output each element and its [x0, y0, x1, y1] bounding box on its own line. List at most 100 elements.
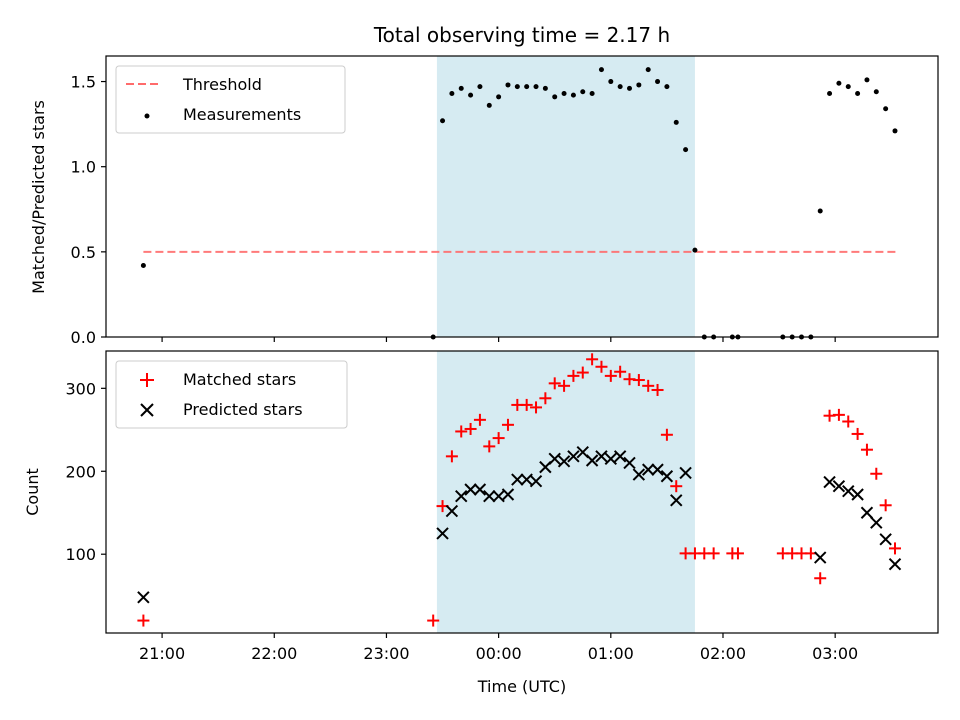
predicted-star-point: [613, 450, 627, 463]
x-tick-label: 00:00: [476, 644, 522, 663]
x-stroke: [473, 483, 487, 496]
top-axes: 0.0 0.5 1.0 1.5 Matched/Predicted stars Thr…: [29, 55, 939, 347]
matched-star-point: [670, 480, 683, 493]
x-stroke: [851, 488, 864, 501]
x-tick-label: 22:00: [251, 644, 297, 663]
matched-star-point: [731, 547, 744, 560]
measurement-point: [580, 89, 586, 95]
predicted-star-point: [651, 463, 664, 476]
bottom-axes: 100 200 300 21:00 22:00 23:00 00:00 01:00 02:00…: [23, 350, 939, 696]
x-stroke: [842, 484, 855, 498]
measurement-point: [873, 89, 879, 95]
predicted-star-point: [814, 551, 827, 564]
measurement-point: [598, 67, 604, 73]
x-stroke: [879, 533, 892, 546]
matched-star-point: [576, 366, 589, 379]
bottom-shaded-region: [436, 351, 695, 633]
predicted-star-point: [585, 454, 599, 467]
count-points: [137, 353, 902, 627]
measurement-point: [496, 94, 502, 100]
x-stroke: [576, 445, 589, 459]
legend-matched-label: Matched stars: [183, 370, 296, 389]
measurement-point: [608, 79, 614, 85]
x-stroke: [436, 527, 449, 540]
measurement-point: [673, 119, 679, 125]
x-stroke: [137, 591, 150, 604]
x-stroke: [557, 455, 571, 468]
predicted-star-point: [137, 591, 150, 604]
measurement-point: [636, 82, 642, 88]
measurement-point: [645, 67, 651, 73]
top-y-axis-label: Matched/Predicted stars: [29, 100, 48, 294]
bottom-legend-box: [115, 360, 348, 429]
measurement-point: [477, 84, 483, 90]
predicted-star-point: [501, 488, 515, 501]
measurement-point: [692, 247, 698, 253]
x-stroke: [823, 475, 836, 489]
x-tick-label: 01:00: [588, 644, 634, 663]
bottom-legend: Matched stars Predicted stars: [115, 360, 348, 429]
measurement-point: [617, 84, 623, 90]
bottom-x-ticks: 21:00 22:00 23:00 00:00 01:00 02:00 03:00: [139, 633, 858, 663]
matched-star-point: [651, 383, 664, 396]
predicted-star-point: [464, 483, 477, 496]
matched-star-point: [707, 547, 720, 560]
matched-star-point: [586, 353, 599, 366]
matched-star-point: [860, 443, 873, 456]
measurement-point: [855, 90, 861, 96]
legend-measurements-swatch: [144, 113, 150, 119]
predicted-star-point: [832, 479, 846, 493]
matched-star-point: [595, 360, 608, 373]
x-stroke: [632, 468, 646, 481]
predicted-star-point: [483, 489, 496, 503]
matched-star-point: [660, 428, 673, 441]
x-stroke: [651, 463, 664, 476]
measurement-point: [140, 262, 146, 268]
measurement-point: [845, 84, 851, 90]
x-stroke: [585, 454, 599, 467]
measurement-point: [570, 92, 576, 98]
x-stroke: [520, 473, 533, 486]
x-stroke: [604, 452, 618, 466]
predicted-star-point: [520, 473, 533, 486]
x-stroke: [529, 475, 543, 488]
predicted-star-point: [595, 450, 608, 463]
matched-star-point: [473, 413, 486, 426]
measurements-points: [140, 67, 898, 340]
x-tick-label: 21:00: [139, 644, 185, 663]
top-y-ticks: 0.0 0.5 1.0 1.5: [71, 73, 106, 347]
predicted-star-point: [473, 483, 487, 496]
measurement-point: [655, 79, 661, 85]
x-tick-label: 03:00: [812, 644, 858, 663]
measurement-point: [542, 85, 548, 91]
measurement-point: [505, 82, 511, 88]
bottom-y-ticks: 100 200 300: [65, 379, 106, 564]
predicted-star-point: [511, 473, 524, 486]
x-stroke: [870, 516, 883, 529]
matched-star-point: [632, 374, 645, 387]
measurement-point: [683, 147, 689, 153]
measurement-point: [440, 118, 446, 124]
predicted-star-point: [623, 456, 636, 470]
predicted-star-point: [870, 516, 883, 529]
x-stroke: [445, 504, 459, 518]
measurement-point: [836, 80, 842, 86]
x-stroke: [595, 450, 608, 463]
legend-measurements-label: Measurements: [183, 105, 301, 124]
matched-star-point: [520, 398, 533, 411]
matched-star-point: [492, 432, 505, 445]
x-stroke: [623, 456, 636, 470]
top-legend: Threshold Measurements: [115, 65, 346, 134]
bottom-y-axis-label: Count: [23, 468, 42, 516]
matched-star-point: [558, 379, 571, 392]
matched-star-point: [445, 450, 458, 463]
top-y-tick-label: 0.0: [71, 328, 96, 347]
top-y-tick-label: 0.5: [71, 243, 96, 262]
measurement-point: [817, 208, 823, 214]
measurement-point: [524, 84, 530, 90]
matched-star-point: [851, 427, 864, 440]
legend-predicted-label: Predicted stars: [183, 400, 303, 419]
chart-title: Total observing time = 2.17 h: [373, 23, 670, 47]
x-stroke: [613, 450, 627, 463]
